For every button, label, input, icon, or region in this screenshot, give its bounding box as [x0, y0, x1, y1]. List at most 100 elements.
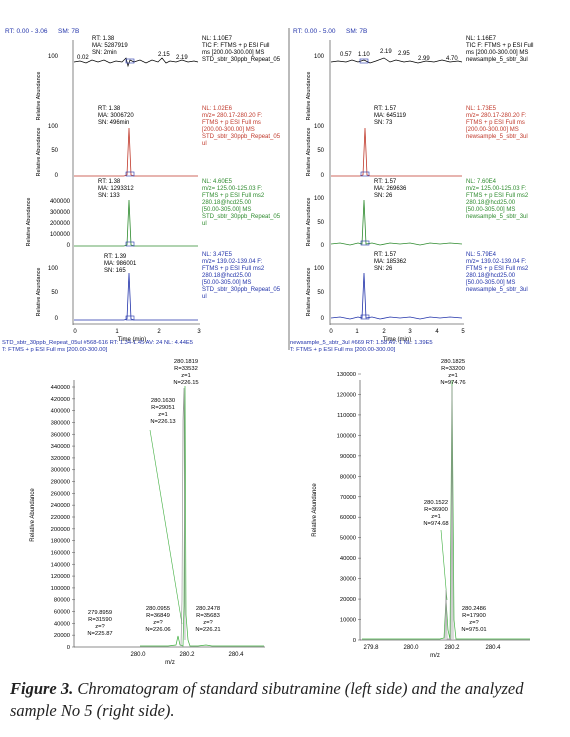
- x-tick-label: 3: [197, 329, 201, 335]
- peak-label: N=974.68: [423, 521, 448, 527]
- scan-info: TIC F: FTMS + p ESI Full: [202, 43, 270, 49]
- left-chrom-header-sm: SM: 7B: [58, 28, 79, 35]
- spectrum-header: T: FTMS + p ESI Full ms [200.00-300.00]: [290, 347, 396, 353]
- peak-label: 0.02: [77, 55, 89, 61]
- x-tick-label: 3: [408, 329, 412, 335]
- scan-info: TIC F: FTMS + p ESI Full: [466, 43, 534, 49]
- annotation: MA: 269636: [374, 186, 407, 192]
- x-tick-label: 280.4: [485, 645, 501, 651]
- tick-label: 200000: [50, 221, 71, 227]
- annotation: RT: 1.38: [92, 36, 115, 42]
- scan-info: FTMS + p ESI Full ms: [466, 120, 525, 126]
- annotation: MA: 1293312: [98, 186, 134, 192]
- peak-marker: [360, 171, 370, 177]
- peak-label: z=?: [469, 620, 479, 626]
- tick-label: 300000: [50, 210, 71, 216]
- scan-info: FTMS + p ESI Full ms2: [466, 193, 529, 199]
- peak-label: N=975.01: [461, 627, 486, 633]
- annotation: SN: 26: [374, 193, 393, 199]
- peak-label: N=226.06: [145, 627, 170, 633]
- tick-label: 100: [314, 266, 325, 272]
- y-axis-label: Relative Abundance: [312, 483, 318, 537]
- peak-marker: [360, 314, 370, 320]
- y-axis-label: Relative Abundance: [36, 268, 42, 317]
- scan-info: 280.18@hcd25.00: [466, 200, 516, 206]
- scan-info: ul: [202, 294, 207, 300]
- y-tick-label: 200000: [51, 527, 70, 533]
- x-tick-label: 1: [115, 329, 119, 335]
- peak-label: z=1: [181, 373, 191, 379]
- y-tick-label: 30000: [340, 577, 356, 583]
- y-tick-label: 60000: [340, 515, 356, 521]
- peak-label: 2.15: [158, 52, 170, 58]
- peak-label: R=36900: [424, 507, 448, 513]
- scan-info: ms [200.00-300.00] MS: [202, 50, 264, 56]
- peak-label: 280.0955: [146, 606, 170, 612]
- peak-label: 0.57: [340, 52, 352, 58]
- y-axis-label: Relative Abundance: [306, 128, 312, 177]
- peak-label: 1.10: [358, 52, 370, 58]
- left-chromatogram: RT: 0.00 - 3.06 SM: 7B 100 Relative Abun…: [5, 28, 281, 343]
- tick-label: 0: [321, 173, 325, 179]
- peak-label: R=33532: [174, 366, 198, 372]
- y-tick-label: 60000: [54, 610, 70, 616]
- peak-label: 2.99: [418, 56, 430, 62]
- norm-level: NL: 3.47E5: [202, 252, 233, 258]
- scan-info: m/z= 125.00-125.03 F:: [466, 186, 527, 192]
- y-tick-label: 100000: [51, 586, 70, 592]
- x-tick-label: 280.2: [444, 645, 460, 651]
- y-tick-label: 70000: [340, 495, 356, 501]
- tick-label: 50: [317, 148, 324, 154]
- scan-info: m/z= 280.17-280.20 F:: [466, 113, 527, 119]
- x-tick-label: 1: [355, 329, 359, 335]
- label-leader: [149, 429, 183, 625]
- x-tick-label: 280.4: [228, 652, 244, 658]
- left-panel-mz280: 100 50 0 Relative Abundance RT: 1.38 MA:…: [36, 106, 281, 179]
- y-tick-label: 110000: [337, 413, 356, 419]
- annotation: SN: 165: [104, 268, 126, 274]
- y-tick-label: 0: [353, 638, 356, 644]
- peak-label: N=226.21: [195, 627, 220, 633]
- scan-info: [200.00-300.00] MS: [466, 127, 519, 133]
- norm-level: NL: 5.79E4: [466, 252, 497, 258]
- spectrum-header: newsample_5_sbtr_3ul #669 RT: 1.58 AV: 1…: [290, 340, 433, 346]
- left-panel-mz139: 100 50 0 Relative Abundance RT: 1.39 MA:…: [36, 252, 281, 322]
- norm-level: NL: 1.02E6: [202, 106, 233, 112]
- y-tick-label: 40000: [54, 621, 70, 627]
- y-tick-label: 130000: [337, 372, 356, 378]
- peak-label: 2.95: [398, 51, 410, 57]
- tick-label: 100: [48, 54, 59, 60]
- peak-marker: [359, 58, 369, 64]
- right-panel-mz280: 100 50 0 Relative Abundance RT: 1.57 MA:…: [306, 106, 528, 179]
- tick-label: 100: [314, 196, 325, 202]
- scan-info: m/z= 280.17-280.20 F:: [202, 113, 263, 119]
- scan-info: FTMS + p ESI Full ms: [202, 120, 261, 126]
- tick-label: 0: [67, 243, 71, 249]
- scan-info: [50.00-305.00] MS: [202, 207, 251, 213]
- peak-label: R=17900: [462, 613, 486, 619]
- x-tick-label: 0: [329, 329, 333, 335]
- y-tick-label: 320000: [51, 456, 70, 462]
- peak-label: R=33200: [441, 366, 465, 372]
- y-tick-label: 0: [67, 645, 70, 651]
- tick-label: 50: [51, 290, 58, 296]
- tick-label: 100000: [50, 232, 71, 238]
- y-axis-label: Relative Abundance: [26, 198, 32, 247]
- norm-level: NL: 7.60E4: [466, 179, 497, 185]
- peak-label: z=1: [448, 373, 458, 379]
- scan-info: FTMS + p ESI Full ms2: [202, 193, 265, 199]
- norm-level: NL: 1.10E7: [202, 36, 233, 42]
- annotation: MA: 645119: [374, 113, 407, 119]
- tick-label: 50: [51, 148, 58, 154]
- annotation: SN: 73: [374, 120, 393, 126]
- scan-info: FTMS + p ESI Full ms2: [466, 266, 529, 272]
- scan-info: m/z= 139.02-139.04 F:: [466, 259, 527, 265]
- annotation: RT: 1.57: [374, 179, 397, 185]
- y-tick-label: 280000: [51, 480, 70, 486]
- tick-label: 0: [321, 316, 325, 322]
- tick-label: 0: [55, 173, 59, 179]
- x-tick-label: 5: [461, 329, 465, 335]
- annotation: MA: 986001: [104, 261, 137, 267]
- peak-label: 280.1825: [441, 359, 465, 365]
- y-tick-label: 40000: [340, 556, 356, 562]
